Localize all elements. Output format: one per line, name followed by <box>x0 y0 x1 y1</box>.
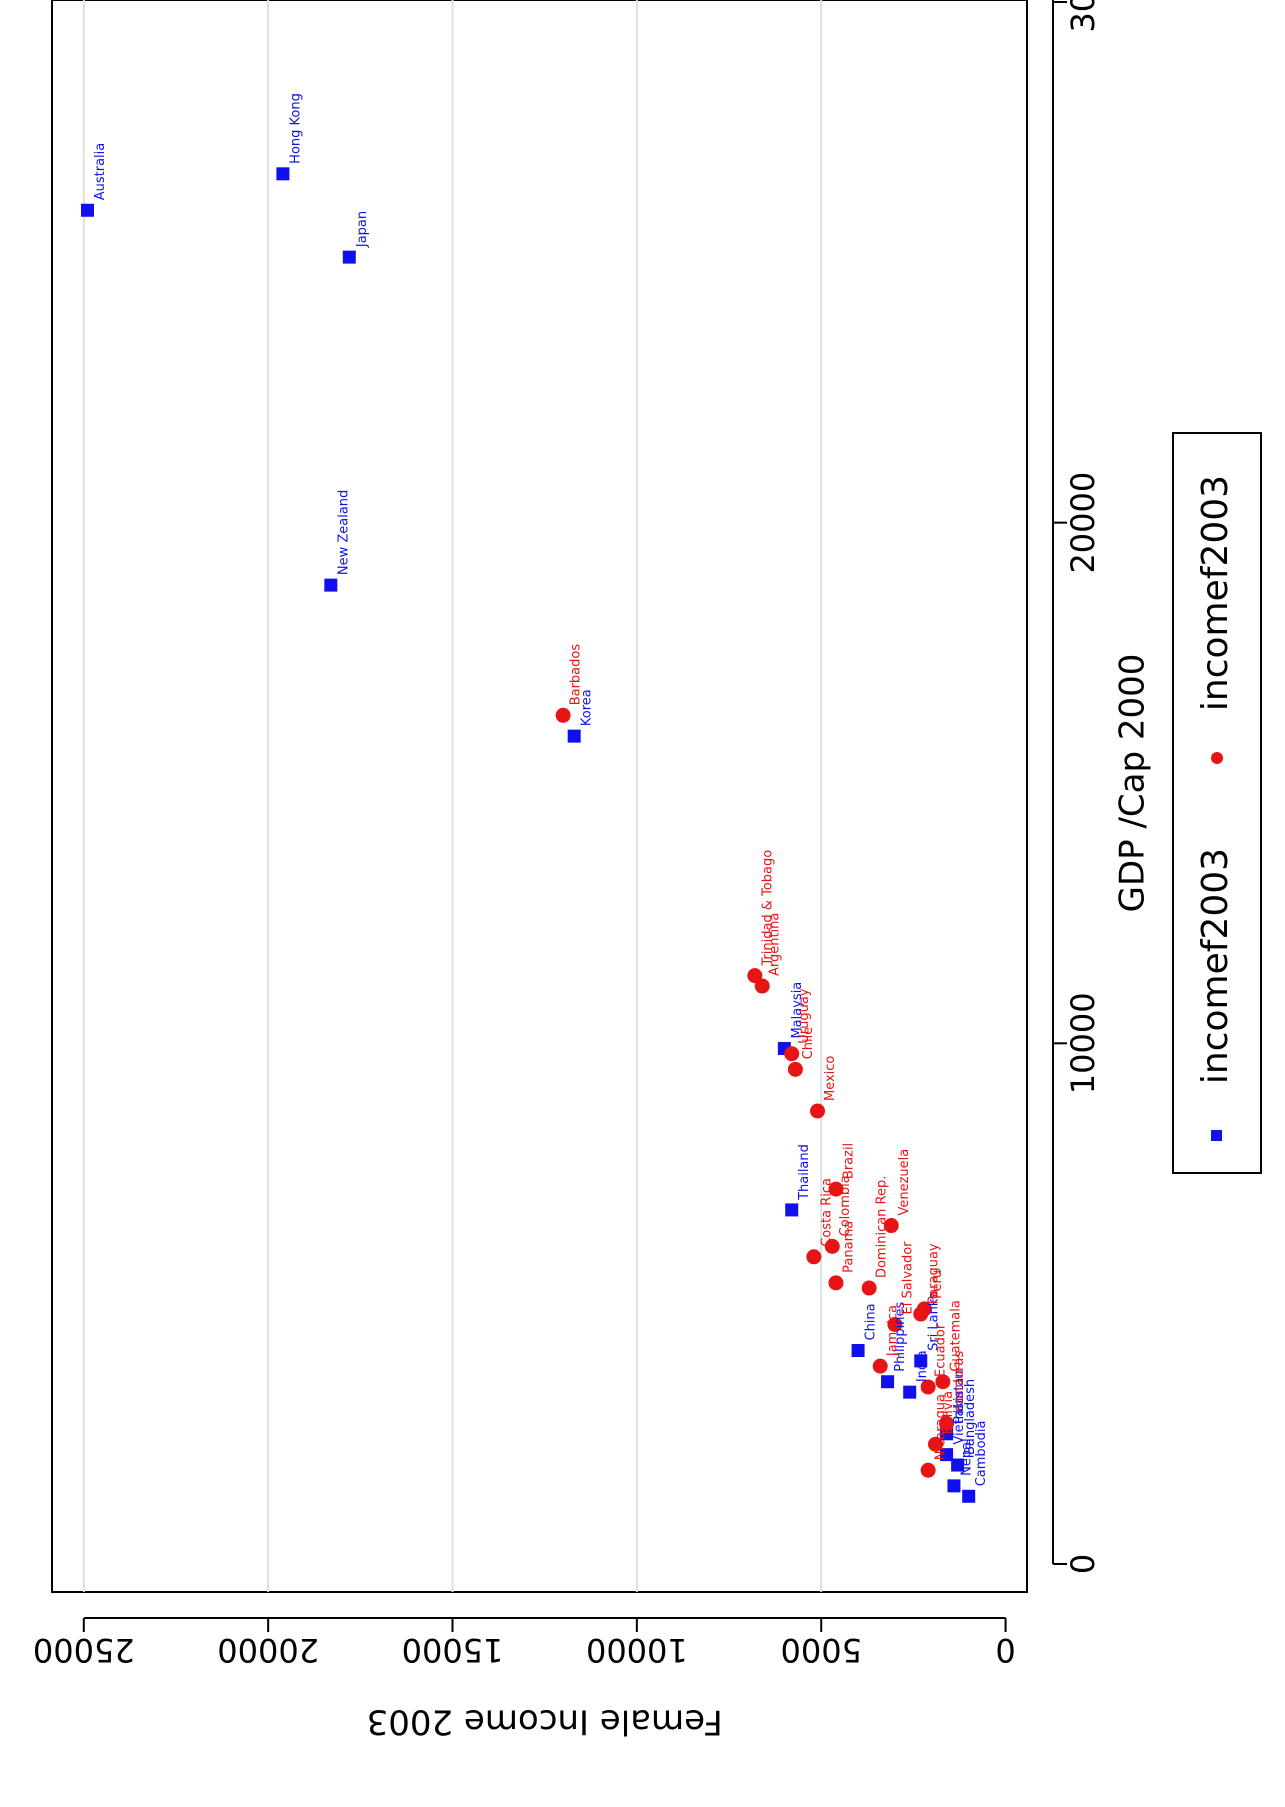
data-label: Nepal <box>959 1438 974 1476</box>
legend-marker-square <box>1211 1130 1222 1141</box>
data-point <box>962 1489 976 1503</box>
data-point <box>920 1462 936 1478</box>
data-point <box>947 1479 961 1493</box>
legend-marker-circle <box>1211 752 1223 764</box>
data-point <box>787 1061 803 1077</box>
data-label: Panama <box>841 1221 856 1273</box>
data-label: Vietnam <box>952 1390 967 1444</box>
data-label: Mexico <box>823 1056 838 1101</box>
y-tick-label: 10000 <box>586 1631 688 1669</box>
data-point <box>914 1354 928 1368</box>
data-point <box>80 203 94 217</box>
data-point <box>940 1448 954 1462</box>
data-label: Venezuela <box>897 1149 912 1216</box>
data-point <box>851 1343 865 1357</box>
data-label: China <box>864 1303 879 1340</box>
data-label: Thailand <box>797 1144 812 1201</box>
x-tick-label: 10000 <box>1064 992 1102 1094</box>
data-label: Hong Kong <box>288 93 303 164</box>
data-point <box>784 1046 800 1062</box>
axes: 0 5000 10000 15000 20000 25000 Female Income 2… <box>33 0 1153 1742</box>
data-label: Japan <box>355 211 370 248</box>
data-label: Jamaica <box>886 1305 901 1357</box>
legend-label: incomef2003 <box>1195 475 1236 711</box>
data-point <box>747 968 763 984</box>
data-point <box>903 1385 917 1399</box>
data-point <box>913 1306 929 1322</box>
y-tick-label: 5000 <box>780 1631 861 1669</box>
data-label: New Zealand <box>336 490 351 575</box>
data-point <box>872 1358 888 1374</box>
x-tick-label: 20000 <box>1064 472 1102 574</box>
gridlines <box>82 0 823 1592</box>
data-label: Guatemala <box>948 1300 963 1372</box>
data-label: Honduras <box>952 1351 967 1414</box>
data-label: Colombia <box>838 1175 853 1236</box>
data-points <box>80 167 976 1503</box>
y-tick-label: 15000 <box>402 1631 504 1669</box>
data-point <box>828 1181 844 1197</box>
data-label: Dominican Rep. <box>875 1176 890 1278</box>
x-tick-label: 0 <box>1064 1554 1102 1574</box>
data-point <box>920 1379 936 1395</box>
data-point <box>824 1238 840 1254</box>
data-point <box>754 978 770 994</box>
data-label: El Salvador <box>900 1241 915 1315</box>
legend-box <box>1172 432 1262 1174</box>
data-point <box>940 1427 954 1441</box>
data-label: Korea <box>580 689 595 726</box>
x-axis-title: GDP /Cap 2000 <box>1113 654 1153 913</box>
data-label: Trinidad & Tobago <box>760 850 775 967</box>
data-point <box>324 578 338 592</box>
data-label: Argentina <box>768 913 783 976</box>
data-point <box>887 1316 903 1332</box>
data-label: Pakistan <box>952 1369 967 1423</box>
y-tick-label: 25000 <box>33 1631 135 1669</box>
data-point <box>951 1458 965 1472</box>
data-label: Philippines <box>893 1301 908 1371</box>
data-point <box>881 1375 895 1389</box>
data-label: Cambodia <box>974 1421 989 1487</box>
data-label: India <box>915 1350 930 1382</box>
x-tick-label: 300 <box>1064 0 1102 33</box>
data-label: Chile <box>801 1027 816 1060</box>
data-point <box>342 250 356 264</box>
data-point <box>806 1249 822 1265</box>
data-label: Barbados <box>569 644 584 706</box>
data-point <box>785 1203 799 1217</box>
legend: incomef2003 incomef2003 <box>1172 432 1262 1174</box>
data-label: Bangladesh <box>963 1379 978 1455</box>
data-label: Uruguay <box>797 988 812 1044</box>
data-point <box>883 1218 899 1234</box>
data-point <box>935 1374 951 1390</box>
y-tick-label: 0 <box>995 1631 1015 1669</box>
plot-region <box>51 0 1028 1593</box>
data-label: Costa Rica <box>819 1178 834 1247</box>
data-point <box>555 707 571 723</box>
data-label: Peru <box>930 1270 945 1299</box>
y-axis-title: Female Income 2003 <box>367 1702 723 1742</box>
data-label: Brazil <box>841 1143 856 1179</box>
data-point <box>810 1103 826 1119</box>
data-label: Paraguay <box>926 1243 941 1304</box>
data-label: Nicaragua <box>934 1394 949 1460</box>
data-point <box>939 1415 955 1431</box>
data-label: Ecuador <box>934 1323 949 1377</box>
data-label: Malaysia <box>790 982 805 1039</box>
legend-label: incomef2003 <box>1195 848 1236 1084</box>
y-tick-label: 20000 <box>217 1631 319 1669</box>
data-point <box>567 729 581 743</box>
data-label: Bolivia <box>941 1391 956 1434</box>
data-point <box>928 1436 944 1452</box>
data-point <box>861 1280 877 1296</box>
data-point <box>276 167 290 181</box>
data-point <box>828 1275 844 1291</box>
point-labels: Australia Hong Kong Japan New Zealand Korea M… <box>93 93 989 1486</box>
data-label: Australia <box>93 143 108 201</box>
data-label: Sri Lanka <box>926 1291 941 1351</box>
